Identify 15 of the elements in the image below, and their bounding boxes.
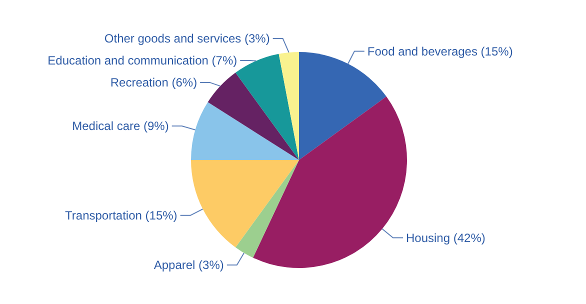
pie-slice xyxy=(253,96,407,268)
slice-label: Apparel (3%) xyxy=(154,258,224,272)
pie-slice xyxy=(191,160,299,248)
pie-slice xyxy=(236,160,299,258)
slice-label: Medical care (9%) xyxy=(72,118,169,133)
slice-label: Transportation (15%) xyxy=(65,208,178,222)
slice-label: Housing (42%) xyxy=(406,230,486,245)
pie-slice xyxy=(208,72,299,160)
pie-slice xyxy=(191,102,299,160)
slice-label: Education and communication (7%) xyxy=(48,54,238,68)
slice-label: Food and beverages (15%) xyxy=(367,44,513,58)
slice-label: Other goods and services (3%) xyxy=(104,32,270,46)
pie-slice xyxy=(236,54,299,160)
pie-slice xyxy=(278,52,299,160)
slice-label: Recreation (6%) xyxy=(110,76,198,90)
